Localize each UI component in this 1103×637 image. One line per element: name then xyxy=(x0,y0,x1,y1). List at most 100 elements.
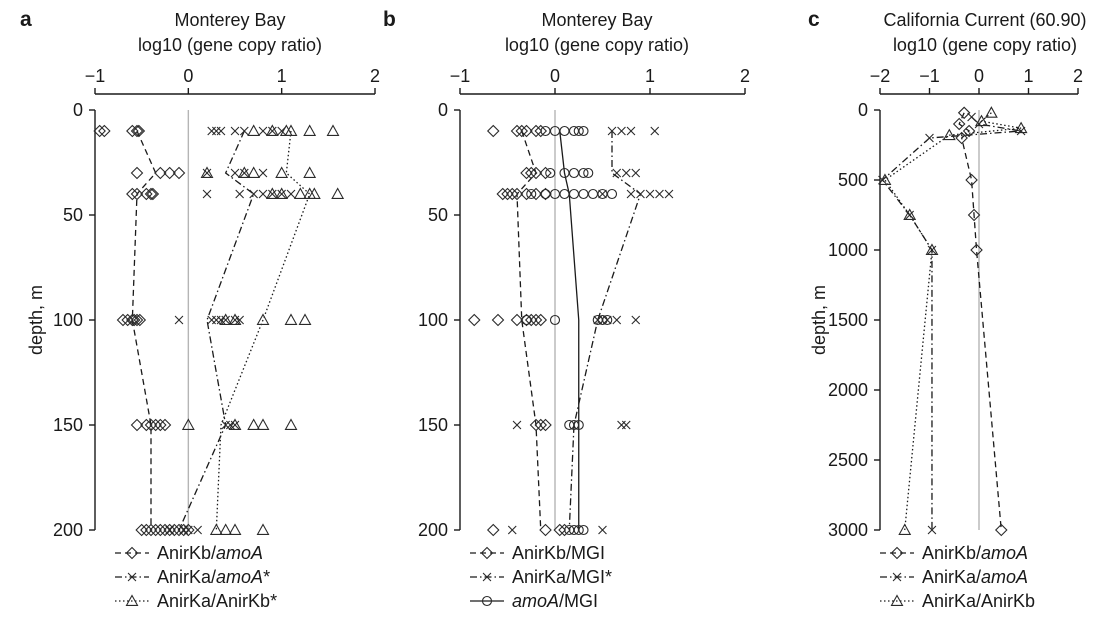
x-marker xyxy=(239,168,249,178)
x-marker-stroke xyxy=(230,420,240,430)
diamond-marker xyxy=(967,208,981,222)
x-marker-stroke xyxy=(230,168,240,178)
y-tick-label: 500 xyxy=(838,170,868,190)
triangle-marker xyxy=(303,166,317,178)
triangle-marker xyxy=(181,418,195,430)
diamond-marker xyxy=(130,124,144,138)
diamond-marker xyxy=(534,418,548,432)
x-marker xyxy=(211,126,221,136)
x-marker xyxy=(925,133,934,143)
x-marker xyxy=(621,420,631,430)
x-marker xyxy=(927,525,937,535)
x-marker-stroke xyxy=(636,189,645,199)
circle-marker xyxy=(578,167,589,179)
diamond-marker xyxy=(135,523,148,537)
x-marker xyxy=(650,126,660,136)
x-marker-stroke xyxy=(267,189,277,199)
legend-label: AnirKb/MGI xyxy=(512,543,605,563)
diamond-marker xyxy=(529,166,543,180)
triangle-marker xyxy=(237,166,251,178)
series-0 xyxy=(952,106,1008,537)
x-marker xyxy=(617,420,626,430)
triangle-marker xyxy=(247,124,261,136)
x-marker xyxy=(636,189,645,199)
x-marker xyxy=(239,126,249,136)
series-line xyxy=(881,116,1022,530)
legend-name-italic: amoA xyxy=(216,567,263,587)
x-marker-stroke xyxy=(249,189,259,199)
x-marker xyxy=(207,126,217,136)
x-tick-label: −1 xyxy=(85,66,106,86)
circle-marker xyxy=(578,125,589,137)
x-marker xyxy=(230,168,240,178)
x-marker-stroke xyxy=(216,126,226,136)
triangle-marker xyxy=(942,128,956,141)
legend-name-italic: amoA xyxy=(512,591,559,611)
x-marker xyxy=(258,168,268,178)
diamond-marker xyxy=(146,187,160,201)
series-2 xyxy=(878,106,1028,535)
triangle-marker xyxy=(275,166,289,178)
triangle-marker xyxy=(925,243,939,255)
diamond-marker xyxy=(520,187,533,201)
x-tick-label: 1 xyxy=(277,66,287,86)
diamond-marker xyxy=(172,523,186,537)
triangle-marker xyxy=(307,187,321,199)
x-marker-stroke xyxy=(183,525,193,535)
y-tick-label: 200 xyxy=(418,520,448,540)
series-line xyxy=(884,112,1022,531)
triangle-marker xyxy=(265,124,279,136)
x-marker-stroke xyxy=(645,189,655,199)
legend-label: AnirKa/AnirKb* xyxy=(157,591,277,611)
diamond-marker xyxy=(496,187,510,201)
diamond-marker xyxy=(132,124,146,138)
circle-marker xyxy=(578,524,589,536)
x-marker-stroke xyxy=(202,168,212,178)
circle-marker xyxy=(526,188,537,200)
diamond-marker xyxy=(144,523,158,537)
triangle-marker xyxy=(247,166,261,178)
triangle-marker xyxy=(209,523,223,535)
legend-name-suffix: * xyxy=(605,567,612,587)
x-marker xyxy=(626,189,636,199)
circle-marker xyxy=(559,188,570,200)
x-tick-label: 1 xyxy=(645,66,655,86)
circle-marker xyxy=(481,595,493,607)
triangle-marker xyxy=(298,313,312,325)
legend-name-suffix: /MGI xyxy=(559,591,598,611)
series-2 xyxy=(521,125,618,536)
y-tick-label: 100 xyxy=(53,310,83,330)
triangle-marker xyxy=(878,173,892,185)
series-line xyxy=(958,112,1002,531)
panel-letter: b xyxy=(383,8,396,31)
series-1 xyxy=(165,126,296,535)
triangle-marker xyxy=(219,313,233,325)
circle-marker xyxy=(521,314,532,326)
diamond-marker xyxy=(529,313,543,327)
x-marker xyxy=(216,126,226,136)
circle-marker xyxy=(568,167,580,179)
x-marker-stroke xyxy=(905,210,915,220)
x-marker xyxy=(631,315,641,325)
triangle-marker xyxy=(256,313,270,325)
y-tick-label: 2000 xyxy=(828,380,868,400)
x-marker-stroke xyxy=(165,525,175,535)
y-tick-label: 0 xyxy=(438,100,448,120)
x-tick-label: 1 xyxy=(1023,66,1033,86)
x-marker xyxy=(127,572,137,582)
diamond-marker xyxy=(140,418,153,432)
triangle-marker xyxy=(293,187,307,199)
diamond-marker xyxy=(154,418,167,432)
triangle-marker xyxy=(219,523,233,535)
diamond-marker xyxy=(133,313,147,327)
diamond-marker xyxy=(529,187,543,201)
triangle-marker xyxy=(125,594,139,606)
legend-label: AnirKb/amoA xyxy=(922,543,1028,563)
x-marker-stroke xyxy=(239,126,249,136)
triangle-marker xyxy=(331,187,345,199)
x-marker xyxy=(230,126,240,136)
x-tick-label: 0 xyxy=(550,66,560,86)
